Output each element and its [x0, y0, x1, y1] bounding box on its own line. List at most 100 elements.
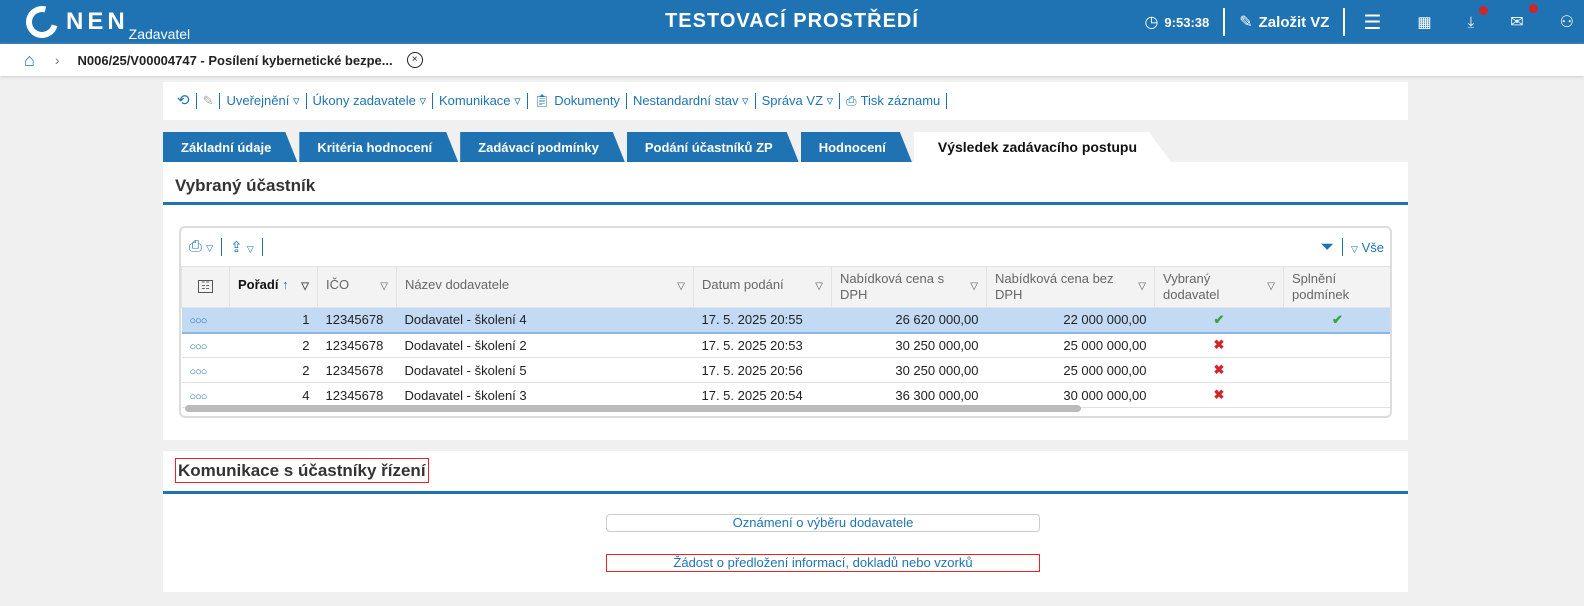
row-actions-icon[interactable]: ○○○: [181, 307, 230, 334]
cell-with_vat: 36 300 000,00: [831, 382, 987, 408]
refresh-icon[interactable]: ⟲: [171, 93, 197, 109]
participants-table: ☷ Pořadí ↑ ▽ IČO ▽ Název dodavatele ▽ Datum…: [181, 266, 1390, 408]
tab-bar: Základní údaje Kritéria hodnocení Zadáva…: [163, 132, 1173, 162]
column-settings[interactable]: ☷: [181, 266, 230, 308]
column-header-datum[interactable]: Datum podání ▽: [693, 266, 832, 308]
horizontal-scrollbar[interactable]: [185, 405, 1081, 412]
tab-vysledek[interactable]: Výsledek zadávacího postupu: [914, 132, 1171, 162]
cell-date: 17. 5. 2025 20:53: [693, 332, 832, 358]
cell-date: 17. 5. 2025 20:55: [693, 307, 832, 334]
divider: [1342, 238, 1344, 256]
menu-dokumenty[interactable]: 📋︎ Dokumenty: [528, 93, 627, 109]
label: IČO: [326, 277, 350, 292]
tab-podani-ucastniku[interactable]: Podání účastníků ZP: [627, 132, 799, 162]
menu-ukony-zadavatele[interactable]: Úkony zadavatele ▿: [307, 93, 433, 109]
filter-icon[interactable]: ▽: [970, 281, 978, 292]
cell-rank: 1: [229, 307, 318, 334]
cell-fulfilled: [1283, 357, 1390, 383]
filter-icon[interactable]: ▽: [815, 281, 823, 292]
column-header-cena-s-dph[interactable]: Nabídková cena s DPH ▽: [831, 266, 987, 308]
cell-ico: 12345678: [317, 307, 397, 334]
cell-rank: 2: [229, 332, 318, 358]
table-row[interactable]: ○○○ 4 12345678 Dodavatel - školení 3 17. 5. …: [181, 382, 1390, 408]
clock: ◷ 9:53:38: [1130, 12, 1223, 32]
row-actions-icon[interactable]: ○○○: [181, 382, 230, 408]
edit-icon: ✎: [1239, 14, 1253, 31]
print-icon[interactable]: ⎙ ▽: [189, 238, 214, 255]
menu-komunikace[interactable]: Komunikace ▿: [433, 93, 528, 109]
nen-logo[interactable]: NEN Zadavatel: [20, 0, 191, 44]
time: 9:53:38: [1164, 14, 1210, 30]
cell-fulfilled: [1283, 332, 1390, 358]
create-vz-button[interactable]: ✎ Založit VZ: [1225, 12, 1343, 32]
menu-uverejneni[interactable]: Uveřejnění ▿: [220, 93, 307, 109]
export-icon[interactable]: ⇪ ▽: [230, 239, 254, 256]
cell-rank: 4: [229, 382, 318, 408]
cell-selected: ✖: [1154, 382, 1284, 408]
cell-without_vat: 30 000 000,00: [986, 382, 1155, 408]
divider: [1223, 8, 1226, 36]
tab-zadavaci-podminky[interactable]: Zadávací podmínky: [460, 132, 625, 162]
filter-icon[interactable]: ⏷: [1320, 237, 1335, 256]
printer-icon: ⎙: [846, 93, 857, 108]
user-icon[interactable]: ⚇: [1559, 14, 1574, 31]
pencil-icon[interactable]: ✎: [197, 93, 221, 109]
label: Vše: [1361, 239, 1384, 255]
table-row[interactable]: ○○○ 1 12345678 Dodavatel - školení 4 17. 5. …: [181, 307, 1390, 334]
logo-text: NEN: [66, 8, 129, 35]
cell-selected: ✖: [1154, 332, 1284, 358]
filter-icon[interactable]: ▽: [1267, 281, 1275, 292]
section-title: Komunikace s účastníky řízení: [175, 458, 429, 483]
mail-icon[interactable]: ✉: [1492, 4, 1541, 32]
filter-icon[interactable]: ▽: [1138, 281, 1146, 292]
label: Splnění podmínek: [1292, 271, 1350, 302]
column-header-cena-bez-dph[interactable]: Nabídková cena bez DPH ▽: [986, 266, 1155, 308]
label: Nabídková cena bez DPH: [995, 271, 1114, 302]
calendar-icon[interactable]: ▦: [1417, 14, 1432, 31]
row-actions-icon[interactable]: ○○○: [181, 357, 230, 383]
menu-icon[interactable]: ☰: [1363, 11, 1382, 34]
row-actions-icon[interactable]: ○○○: [181, 332, 230, 358]
create-label: Založit VZ: [1258, 13, 1330, 31]
cell-fulfilled: [1283, 382, 1390, 408]
filter-icon[interactable]: ▽: [301, 281, 309, 292]
notice-of-selection-button[interactable]: Oznámení o výběru dodavatele: [606, 514, 1040, 532]
menu-nestandardni-stav[interactable]: Nestandardní stav ▿: [627, 93, 756, 109]
home-icon[interactable]: ⌂: [24, 49, 35, 70]
communication-panel: Komunikace s účastníky řízení Oznámení o…: [163, 451, 1408, 592]
cell-without_vat: 25 000 000,00: [986, 357, 1155, 383]
tab-hodnoceni[interactable]: Hodnocení: [801, 132, 912, 162]
divider: [261, 238, 263, 256]
label: Pořadí: [238, 277, 279, 292]
table-row[interactable]: ○○○ 2 12345678 Dodavatel - školení 2 17. 5. …: [181, 332, 1390, 358]
cell-without_vat: 22 000 000,00: [986, 307, 1155, 334]
column-header-ico[interactable]: IČO ▽: [317, 266, 397, 308]
cell-with_vat: 30 250 000,00: [831, 332, 987, 358]
cell-name: Dodavatel - školení 2: [396, 332, 694, 358]
chevron-right-icon: ›: [54, 52, 60, 68]
filter-icon[interactable]: ▽: [677, 281, 685, 292]
cell-name: Dodavatel - školení 5: [396, 357, 694, 383]
request-documents-button[interactable]: Žádost o předložení informací, dokladů n…: [606, 554, 1040, 572]
tab-kriteria-hodnoceni[interactable]: Kritéria hodnocení: [299, 132, 458, 162]
close-icon[interactable]: ×: [406, 52, 423, 68]
column-header-splneni[interactable]: Splnění podmínek: [1283, 266, 1390, 308]
label: Tisk záznamu: [860, 93, 941, 108]
sort-asc-icon: ↑: [282, 277, 289, 292]
column-header-vybrany[interactable]: Vybraný dodavatel ▽: [1154, 266, 1284, 308]
tab-zakladni-udaje[interactable]: Základní údaje: [163, 132, 297, 162]
table-row[interactable]: ○○○ 2 12345678 Dodavatel - školení 5 17. 5. …: [181, 357, 1390, 383]
view-all-dropdown[interactable]: ▽ Vše: [1351, 239, 1384, 255]
menu-tisk-zaznamu[interactable]: ⎙ Tisk záznamu: [840, 93, 948, 109]
breadcrumb-title[interactable]: N006/25/V00004747 - Posílení kybernetick…: [77, 52, 393, 68]
filter-icon[interactable]: ▽: [380, 281, 388, 292]
notification-badge: [1528, 4, 1538, 13]
divider: [221, 238, 223, 256]
logo-sub: Zadavatel: [128, 26, 191, 42]
column-header-poradi[interactable]: Pořadí ↑ ▽: [229, 266, 318, 308]
download-icon[interactable]: ⤓: [1450, 5, 1493, 31]
cell-selected: ✖: [1154, 357, 1284, 383]
column-header-nazev[interactable]: Název dodavatele ▽: [396, 266, 694, 308]
participants-grid: ⎙ ▽ ⇪ ▽ ⏷ ▽ Vše ☷ Pořadí ↑ ▽ IČO ▽ Název d…: [179, 226, 1392, 418]
menu-sprava-vz[interactable]: Správa VZ ▿: [756, 93, 841, 109]
